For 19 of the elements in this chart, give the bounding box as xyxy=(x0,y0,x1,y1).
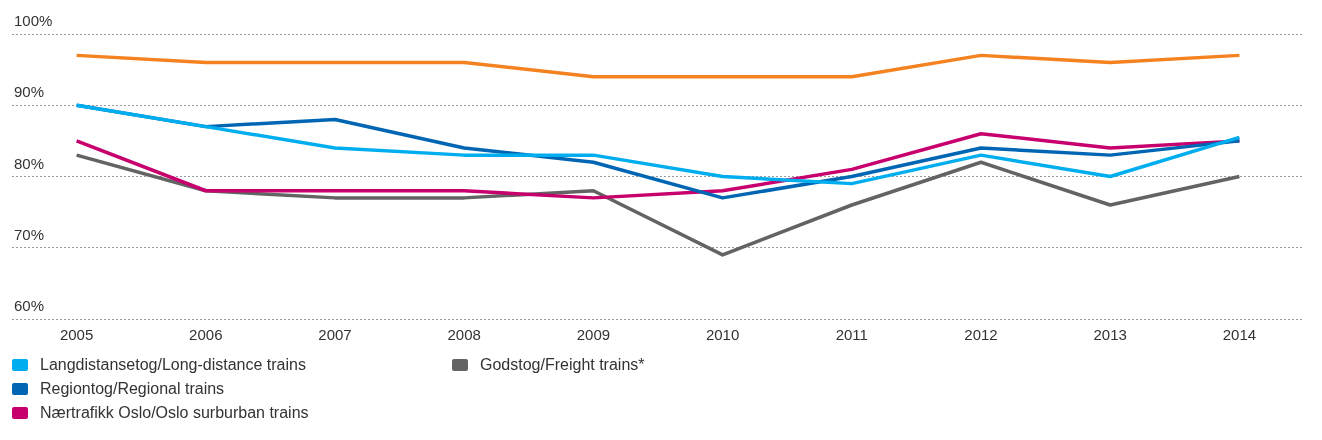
y-tick-label: 100% xyxy=(14,12,53,30)
x-tick-label: 2009 xyxy=(576,326,611,344)
x-tick-label: 2010 xyxy=(705,326,740,344)
x-tick-label: 2014 xyxy=(1222,326,1257,344)
x-tick-label: 2013 xyxy=(1093,326,1127,344)
legend-label: Regiontog/Regional trains xyxy=(40,380,225,398)
y-tick-label: 70% xyxy=(14,225,45,243)
x-tick-label: 2008 xyxy=(447,326,481,344)
x-tick-label: 2011 xyxy=(835,326,868,344)
x-tick-label: 2005 xyxy=(59,326,94,344)
x-tick-label: 2006 xyxy=(189,326,223,344)
x-tick-label: 2012 xyxy=(964,326,998,344)
legend-label: Langdistansetog/Long-distance trains xyxy=(40,356,306,374)
y-tick-label: 60% xyxy=(14,297,45,315)
y-tick-label: 80% xyxy=(14,154,45,172)
x-tick-label: 2007 xyxy=(318,326,352,344)
y-tick-label: 90% xyxy=(14,83,45,101)
legend-label: Godstog/Freight trains* xyxy=(480,356,645,374)
legend-label: Nærtrafikk Oslo/Oslo surburban trains xyxy=(40,404,309,422)
